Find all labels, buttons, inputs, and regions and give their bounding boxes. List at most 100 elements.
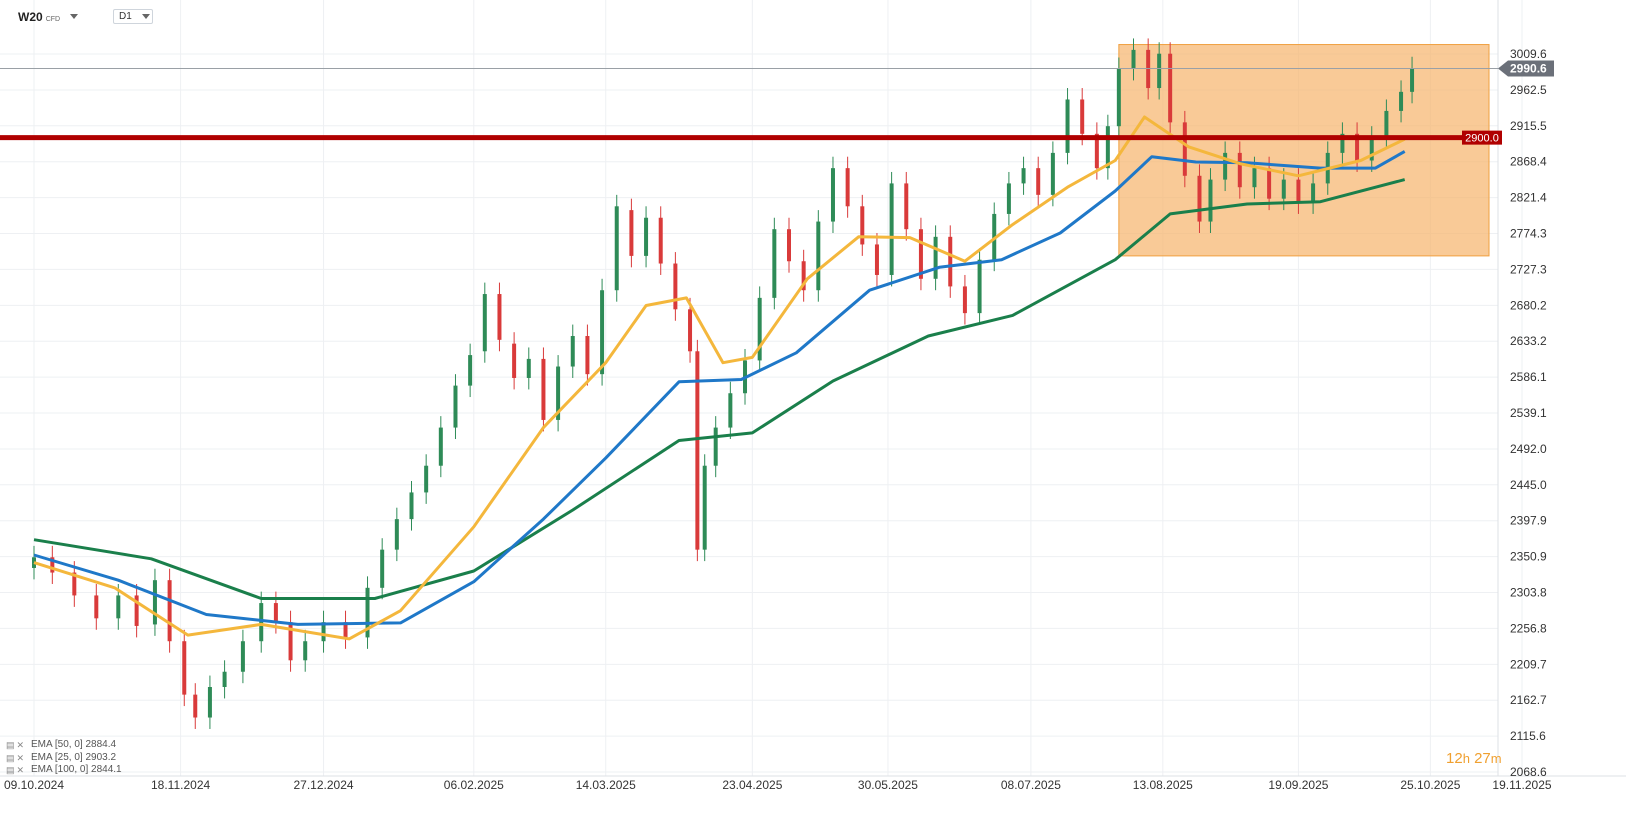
chevron-down-icon — [142, 14, 150, 19]
candle-body — [72, 572, 77, 596]
date-axis-label: 14.03.2025 — [576, 778, 636, 792]
chart-toolbar: W20 CFD D1 — [0, 0, 400, 30]
settings-icon[interactable]: ▤ — [6, 740, 15, 750]
candle-body — [556, 366, 561, 420]
candle-body — [152, 580, 157, 625]
price-axis-label: 2962.5 — [1510, 83, 1547, 97]
date-axis[interactable]: 09.10.2024 18.11.2024 27.12.2024 06.02.2025… — [4, 778, 1552, 792]
candle-body — [1131, 49, 1136, 69]
indicator-row[interactable]: ▤ ✕ EMA [100, 0] 2844.1 — [6, 764, 122, 777]
countdown-minutes-unit: m — [1490, 751, 1502, 766]
candle-body — [303, 641, 308, 661]
candle-body — [1311, 183, 1316, 203]
candle-body — [1116, 68, 1121, 127]
price-axis-label: 2209.7 — [1510, 657, 1547, 671]
candle-body — [116, 595, 121, 619]
price-axis-label: 2821.4 — [1510, 191, 1547, 205]
indicator-row[interactable]: ▤ ✕ EMA [25, 0] 2903.2 — [6, 752, 122, 765]
candle-body — [702, 465, 707, 550]
date-axis-label: 27.12.2024 — [294, 778, 354, 792]
candle-body — [845, 168, 850, 207]
price-axis-label: 2774.3 — [1510, 227, 1547, 241]
close-icon[interactable]: ✕ — [16, 740, 25, 750]
candle-body — [321, 622, 326, 642]
candle-body — [409, 492, 414, 520]
price-axis-label: 2680.2 — [1510, 298, 1547, 312]
candle-body — [468, 355, 473, 386]
candle-body — [600, 290, 605, 375]
date-axis-label: 19.09.2025 — [1268, 778, 1328, 792]
date-axis-label: 08.07.2025 — [1001, 778, 1061, 792]
close-icon[interactable]: ✕ — [16, 765, 25, 775]
candle-body — [801, 261, 806, 291]
date-axis-label: 18.11.2024 — [151, 778, 210, 792]
candle-body — [772, 229, 777, 298]
candle-body — [1168, 53, 1173, 123]
candle-body — [482, 294, 487, 352]
candle-body — [644, 217, 649, 256]
price-axis-label: 2868.4 — [1510, 155, 1547, 169]
settings-icon[interactable]: ▤ — [6, 765, 15, 775]
date-axis-label: 06.02.2025 — [444, 778, 504, 792]
candle-body — [962, 286, 967, 314]
candle-body — [786, 229, 791, 262]
price-axis-label: 2303.8 — [1510, 586, 1547, 600]
candle-body — [343, 622, 348, 638]
candle-body — [1223, 152, 1228, 180]
candle-body — [526, 358, 531, 378]
settings-icon[interactable]: ▤ — [6, 752, 15, 763]
price-axis[interactable]: 3009.6 2962.5 2915.5 2868.4 2821.4 2774.3 2727… — [1510, 47, 1547, 779]
chart-grid — [0, 0, 1626, 777]
countdown-hours-unit: h — [1462, 751, 1470, 766]
price-axis-label: 3009.6 — [1510, 47, 1547, 61]
candle-body — [240, 641, 245, 672]
price-axis-label: 2350.9 — [1510, 550, 1547, 564]
candle-body — [1182, 122, 1187, 176]
candle-body — [380, 549, 385, 588]
date-axis-label: 09.10.2024 — [4, 778, 64, 792]
candle-body — [1006, 183, 1011, 214]
timeframe-value: D1 — [119, 11, 132, 22]
candle-body — [512, 343, 517, 378]
price-axis-label: 2397.9 — [1510, 514, 1547, 528]
candle-body — [1036, 168, 1041, 195]
candle-body — [1384, 110, 1389, 138]
highlight-zone — [1118, 44, 1490, 257]
date-axis-label: 19.11.2025 — [1492, 778, 1551, 792]
price-axis-label: 2068.6 — [1510, 765, 1547, 779]
indicator-row[interactable]: ▤ ✕ EMA [50, 0] 2884.4 — [6, 739, 122, 752]
price-axis-label: 2539.1 — [1510, 406, 1547, 420]
candle-body — [1208, 179, 1213, 222]
countdown-minutes: 27 — [1474, 750, 1491, 767]
indicator-label: EMA [25, 0] 2903.2 — [31, 751, 117, 763]
candle-body — [394, 519, 399, 550]
timeframe-selector[interactable]: D1 — [113, 9, 153, 24]
price-axis-label: 2727.3 — [1510, 262, 1547, 276]
price-axis-label: 2445.0 — [1510, 478, 1547, 492]
date-axis-label: 25.10.2025 — [1400, 778, 1460, 792]
price-axis-label: 2492.0 — [1510, 442, 1547, 456]
ema-lines — [33, 115, 1406, 641]
candle-body — [1399, 91, 1404, 111]
candle-body — [134, 595, 139, 626]
close-icon[interactable]: ✕ — [16, 752, 25, 763]
candle-body — [874, 244, 879, 275]
candle-body — [207, 686, 212, 718]
candle-body — [728, 393, 733, 428]
candle-body — [1094, 133, 1099, 169]
symbol-selector[interactable]: W20 CFD — [18, 10, 60, 24]
candle-body — [1237, 152, 1242, 188]
candle-body — [438, 427, 443, 466]
candle-body — [541, 358, 546, 420]
candle-body — [948, 236, 953, 287]
candle-countdown: 12h 27m — [1446, 750, 1502, 767]
candle-body — [713, 427, 718, 466]
candle-body — [1281, 179, 1286, 199]
candle-body — [889, 183, 894, 275]
candle-body — [1105, 126, 1110, 169]
chevron-down-icon[interactable] — [70, 14, 78, 19]
candle-body — [977, 259, 982, 314]
candle-body — [167, 580, 172, 642]
candle-body — [1355, 133, 1360, 161]
